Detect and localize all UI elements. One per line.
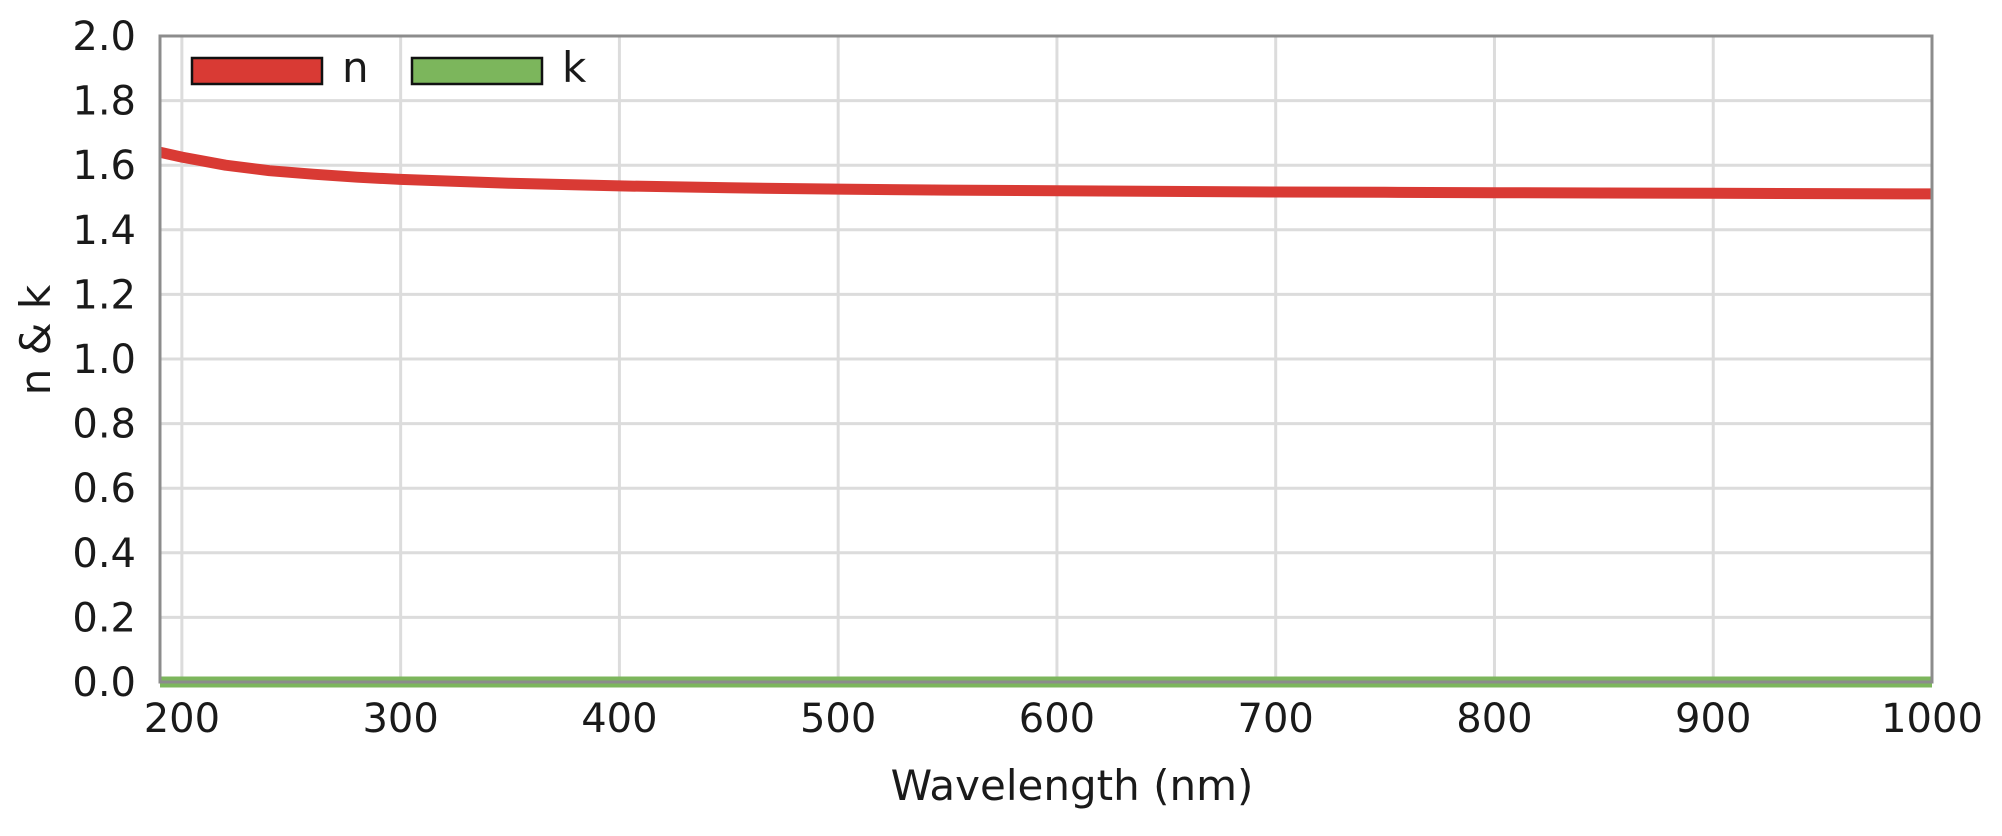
y-axis-title: n & k xyxy=(11,284,60,395)
y-tick-label: 1.2 xyxy=(72,272,136,318)
x-axis-ticks: 200 300 400 500 600 700 800 900 1000 xyxy=(144,696,1983,742)
x-tick-label: 500 xyxy=(800,696,876,742)
x-tick-label: 900 xyxy=(1675,696,1751,742)
y-tick-label: 1.4 xyxy=(72,208,136,254)
x-tick-label: 200 xyxy=(144,696,220,742)
x-tick-label: 700 xyxy=(1238,696,1314,742)
series-line-n xyxy=(158,146,1933,200)
grid-lines xyxy=(160,34,1934,684)
legend-label-n: n xyxy=(342,43,369,92)
y-tick-label: 1.0 xyxy=(72,337,136,383)
legend-swatch-k xyxy=(410,56,544,86)
y-tick-label: 0.2 xyxy=(72,595,136,641)
y-tick-label: 0.4 xyxy=(72,531,136,577)
x-tick-label: 400 xyxy=(581,696,657,742)
x-tick-label: 800 xyxy=(1456,696,1532,742)
plot-area-frame xyxy=(158,34,1934,684)
y-tick-label: 0.8 xyxy=(72,402,136,448)
y-tick-label: 2.0 xyxy=(72,14,136,60)
legend-label-k: k xyxy=(562,43,587,92)
y-tick-label: 0.6 xyxy=(72,466,136,512)
x-tick-label: 300 xyxy=(362,696,438,742)
y-axis-ticks: 0.0 0.2 0.4 0.6 0.8 1.0 1.2 1.4 1.6 1.8 2.0 xyxy=(72,14,136,706)
y-tick-label: 1.6 xyxy=(72,143,136,189)
legend-swatch-n xyxy=(190,56,324,86)
y-tick-label: 0.0 xyxy=(72,660,136,706)
x-tick-label: 1000 xyxy=(1881,696,1983,742)
series-lines xyxy=(158,146,1933,688)
x-tick-label: 600 xyxy=(1019,696,1095,742)
y-tick-label: 1.8 xyxy=(72,79,136,125)
x-axis-title: Wavelength (nm) xyxy=(891,761,1254,810)
